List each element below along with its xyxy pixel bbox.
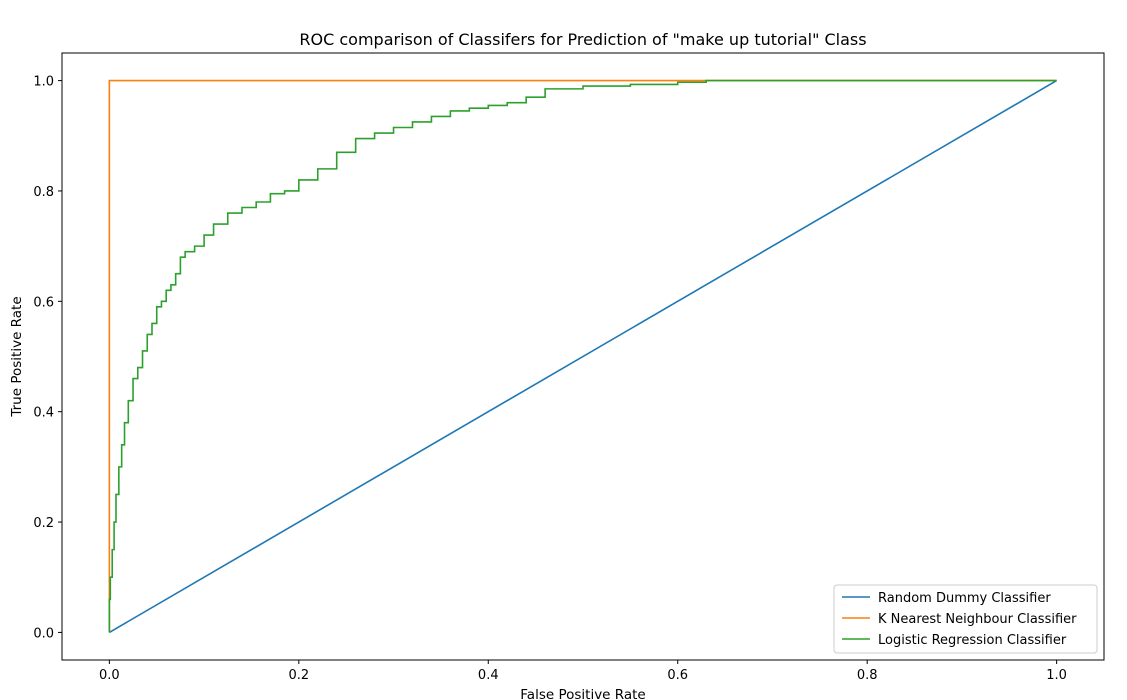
series-line-1: [108, 79, 1058, 634]
y-tick-label: 1.0: [33, 75, 54, 90]
plot-frame: [61, 52, 1105, 661]
y-tick-label: 0.8: [33, 185, 54, 200]
y-tick-label: 0.6: [33, 295, 54, 310]
y-tick-label: 0.0: [33, 626, 54, 641]
y-axis: 0.0 0.2 0.4 0.6 0.8 1.0: [33, 75, 62, 641]
x-tick-label: 1.0: [1046, 668, 1067, 683]
x-axis-title: False Positive Rate: [520, 687, 645, 700]
x-tick-label: 0.6: [667, 668, 688, 683]
legend-label: Logistic Regression Classifier: [878, 633, 1067, 648]
x-tick-label: 0.8: [857, 668, 878, 683]
plot-series: [108, 79, 1058, 634]
y-axis-title: True Positive Rate: [9, 296, 25, 417]
x-tick-label: 0.0: [99, 668, 120, 683]
legend-label: Random Dummy Classifier: [878, 591, 1051, 606]
y-tick-label: 0.4: [33, 406, 54, 421]
x-axis: 0.0 0.2 0.4 0.6 0.8 1.0: [99, 660, 1067, 683]
chart-title: ROC comparison of Classifers for Predict…: [299, 30, 866, 49]
legend-label: K Nearest Neighbour Classifier: [878, 612, 1077, 627]
legend: Random Dummy Classifier K Nearest Neighbo…: [833, 584, 1098, 654]
y-tick-label: 0.2: [33, 516, 54, 531]
x-tick-label: 0.4: [478, 668, 499, 683]
series-line-3: [108, 79, 1057, 633]
x-tick-label: 0.2: [288, 668, 309, 683]
legend-box: [833, 584, 1098, 654]
